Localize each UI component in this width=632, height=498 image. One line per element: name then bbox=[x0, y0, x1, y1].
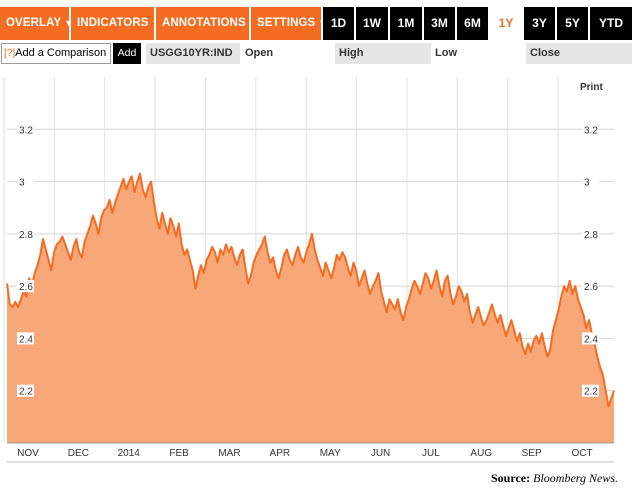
ticker-symbol: USGG10YR:IND bbox=[146, 43, 240, 64]
range-button-1y[interactable]: 1Y bbox=[490, 7, 522, 40]
xtick-label: SEP bbox=[522, 448, 542, 459]
caret-down-icon: ▼ bbox=[152, 18, 155, 28]
overlay-menu-button[interactable]: OVERLAY ▼ bbox=[0, 7, 69, 40]
ytick-label-left-bg bbox=[17, 332, 34, 345]
ytick-label-right-bg bbox=[582, 227, 599, 240]
annotations-menu-button[interactable]: ANNOTATIONS▼ bbox=[156, 7, 249, 40]
ytick-label-right-bg bbox=[582, 384, 599, 397]
add-comparison-button[interactable]: Add bbox=[113, 43, 141, 64]
series-area bbox=[7, 173, 614, 443]
source-name: Bloomberg News. bbox=[533, 471, 618, 485]
xtick-label: AUG bbox=[470, 448, 492, 459]
ytick-label-left-bg bbox=[17, 123, 34, 136]
ytick-label-right: 2.2 bbox=[584, 387, 598, 398]
ytick-label-left-bg bbox=[17, 280, 34, 293]
xtick-label: JUL bbox=[422, 448, 440, 459]
comparison-input[interactable]: [?]Add a Comparison bbox=[1, 43, 111, 64]
xtick-label: DEC bbox=[68, 448, 89, 459]
print-link[interactable]: Print bbox=[580, 82, 603, 93]
ytick-label-right: 2.8 bbox=[584, 230, 598, 241]
help-icon[interactable]: [?] bbox=[4, 48, 16, 59]
ytick-label-right-bg bbox=[582, 332, 599, 345]
source-credit: Source: Bloomberg News. bbox=[491, 471, 618, 486]
ytick-label-left-bg bbox=[17, 384, 34, 397]
settings-menu-button[interactable]: SETTINGS▼ bbox=[251, 7, 321, 40]
indicators-menu-button[interactable]: INDICATORS▼ bbox=[71, 7, 154, 40]
close-label: Close bbox=[526, 43, 632, 64]
range-button-1m[interactable]: 1M bbox=[390, 7, 422, 40]
range-button-1d[interactable]: 1D bbox=[323, 7, 354, 40]
source-label: Source: bbox=[491, 471, 531, 485]
low-label: Low bbox=[435, 47, 457, 59]
xtick-label: 2014 bbox=[118, 448, 141, 459]
ytick-label-right: 3.2 bbox=[584, 125, 598, 136]
ytick-label-right: 3 bbox=[584, 178, 590, 189]
ytick-label-left: 2.2 bbox=[19, 387, 33, 398]
overlay-menu-label: OVERLAY bbox=[6, 17, 62, 29]
caret-down-icon: ▼ bbox=[318, 18, 321, 28]
ytick-label-left: 3 bbox=[19, 178, 25, 189]
xtick-label: MAR bbox=[218, 448, 240, 459]
range-button-1w[interactable]: 1W bbox=[356, 7, 388, 40]
ytick-label-left: 2.4 bbox=[19, 334, 33, 345]
comparison-placeholder: Add a Comparison bbox=[15, 47, 107, 59]
xtick-label: MAY bbox=[320, 448, 341, 459]
ytick-label-left: 3.2 bbox=[19, 125, 33, 136]
ytick-label-right-bg bbox=[582, 123, 599, 136]
ytick-label-left-bg bbox=[17, 175, 34, 188]
ytick-label-right-bg bbox=[582, 175, 599, 188]
series-line bbox=[6, 172, 615, 408]
chart-toolbar: OVERLAY▼ INDICATORS▼ ANNOTATIONS▼ SETTIN… bbox=[0, 0, 632, 40]
ytick-label-left: 2.6 bbox=[19, 282, 33, 293]
annotations-menu-label: ANNOTATIONS bbox=[162, 17, 246, 29]
ytick-label-left: 2.8 bbox=[19, 230, 33, 241]
ytick-label-right: 2.4 bbox=[584, 334, 598, 345]
yield-chart-svg: 2.2 2.2 2.4 2.4 2.6 2.6 2.8 2.8 3 3 3.2 3.2 NOV DEC 20… bbox=[3, 77, 615, 463]
range-button-5y[interactable]: 5Y bbox=[557, 7, 588, 40]
xtick-label: FEB bbox=[169, 448, 189, 459]
xtick-label: APR bbox=[270, 448, 291, 459]
open-label: Open bbox=[245, 47, 274, 59]
ytick-label-right-bg bbox=[582, 280, 599, 293]
ytick-label-left-bg bbox=[17, 227, 34, 240]
range-button-3y[interactable]: 3Y bbox=[524, 7, 555, 40]
caret-down-icon: ▼ bbox=[64, 18, 69, 28]
quote-info-bar: [?]Add a Comparison Add USGG10YR:IND Ope… bbox=[0, 40, 632, 69]
indicators-menu-label: INDICATORS bbox=[77, 17, 149, 29]
xtick-label: NOV bbox=[17, 448, 39, 459]
yield-chart: 2.2 2.2 2.4 2.4 2.6 2.6 2.8 2.8 3 3 3.2 3.2 NOV DEC 20… bbox=[0, 69, 632, 469]
ytick-label-right: 2.6 bbox=[584, 282, 598, 293]
settings-menu-label: SETTINGS bbox=[257, 17, 316, 29]
x-axis-band bbox=[7, 443, 614, 460]
xtick-label: JUN bbox=[371, 448, 390, 459]
high-label: High bbox=[335, 43, 431, 64]
range-button-ytd[interactable]: YTD bbox=[590, 7, 632, 40]
range-button-6m[interactable]: 6M bbox=[457, 7, 488, 40]
xtick-label: OCT bbox=[571, 448, 592, 459]
range-button-3m[interactable]: 3M bbox=[424, 7, 455, 40]
